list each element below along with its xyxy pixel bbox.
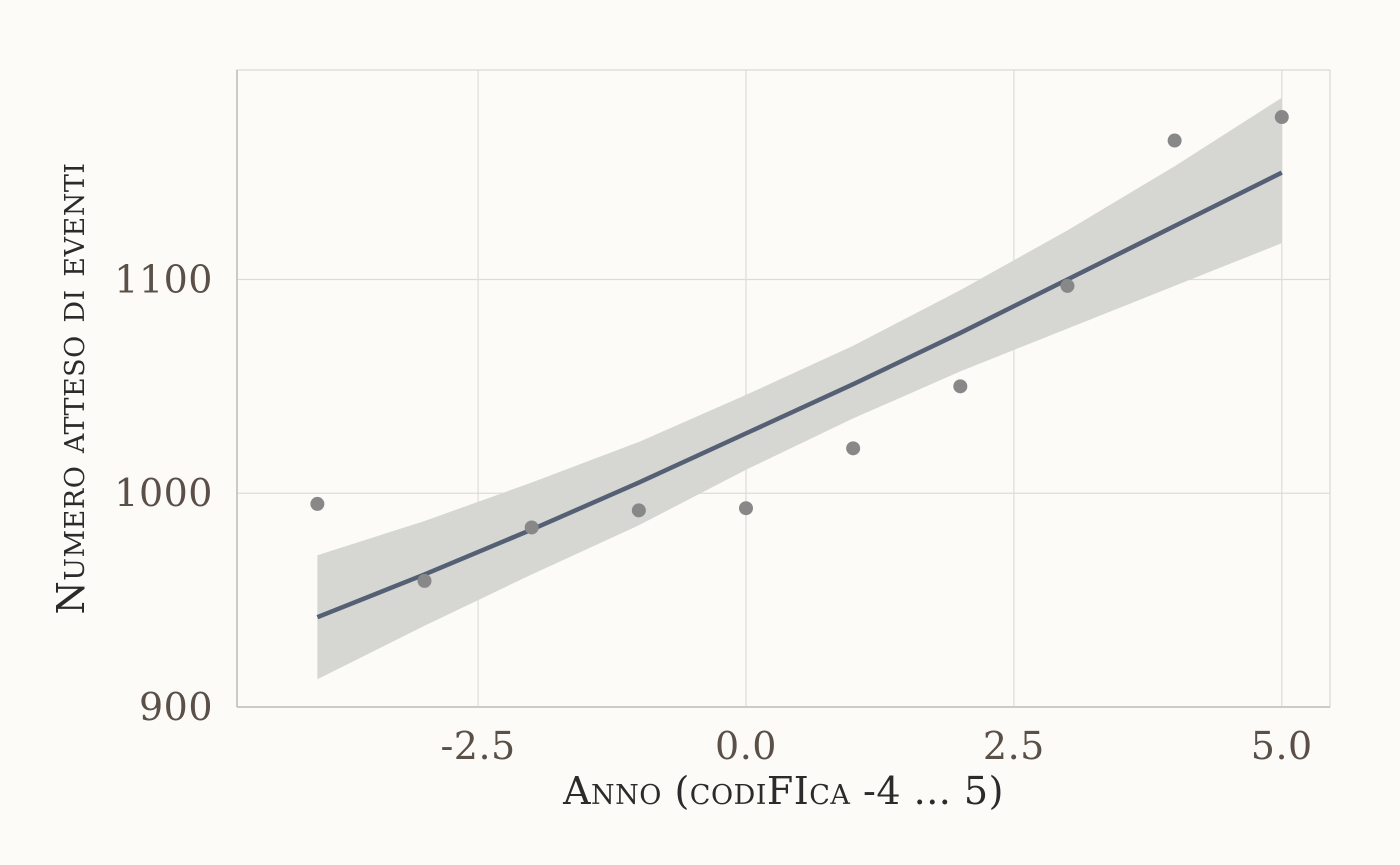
data-point: [846, 441, 861, 456]
y-axis-title: Numero atteso di eventi: [49, 163, 93, 615]
x-tick-label: 5.0: [1251, 724, 1313, 768]
data-point: [524, 520, 539, 535]
data-points: [310, 110, 1289, 588]
y-tick-labels: 900 1000 1100: [114, 257, 213, 729]
fit-line: [316, 170, 1283, 620]
x-tick-labels: -2.5 0.0 2.5 5.0: [440, 724, 1312, 768]
y-tick-label: 1000: [114, 471, 213, 515]
x-tick-label: -2.5: [440, 724, 515, 768]
x-tick-label: 2.5: [983, 724, 1045, 768]
data-point: [417, 573, 432, 588]
data-point: [1060, 278, 1075, 293]
data-point: [631, 503, 646, 518]
y-tick-label: 900: [139, 685, 213, 729]
confidence-band-area: [317, 97, 1282, 680]
data-point: [1274, 110, 1289, 125]
x-axis-title: Anno (codiFIca -4 ... 5): [562, 769, 1004, 813]
x-tick-label: 0.0: [715, 724, 777, 768]
fit-line-path: [316, 170, 1283, 620]
axes: [236, 69, 1331, 708]
data-point: [953, 379, 968, 394]
data-point: [1167, 133, 1182, 148]
confidence-band: [317, 97, 1282, 680]
y-tick-label: 1100: [114, 257, 213, 301]
data-point: [310, 496, 325, 511]
data-point: [738, 501, 753, 516]
